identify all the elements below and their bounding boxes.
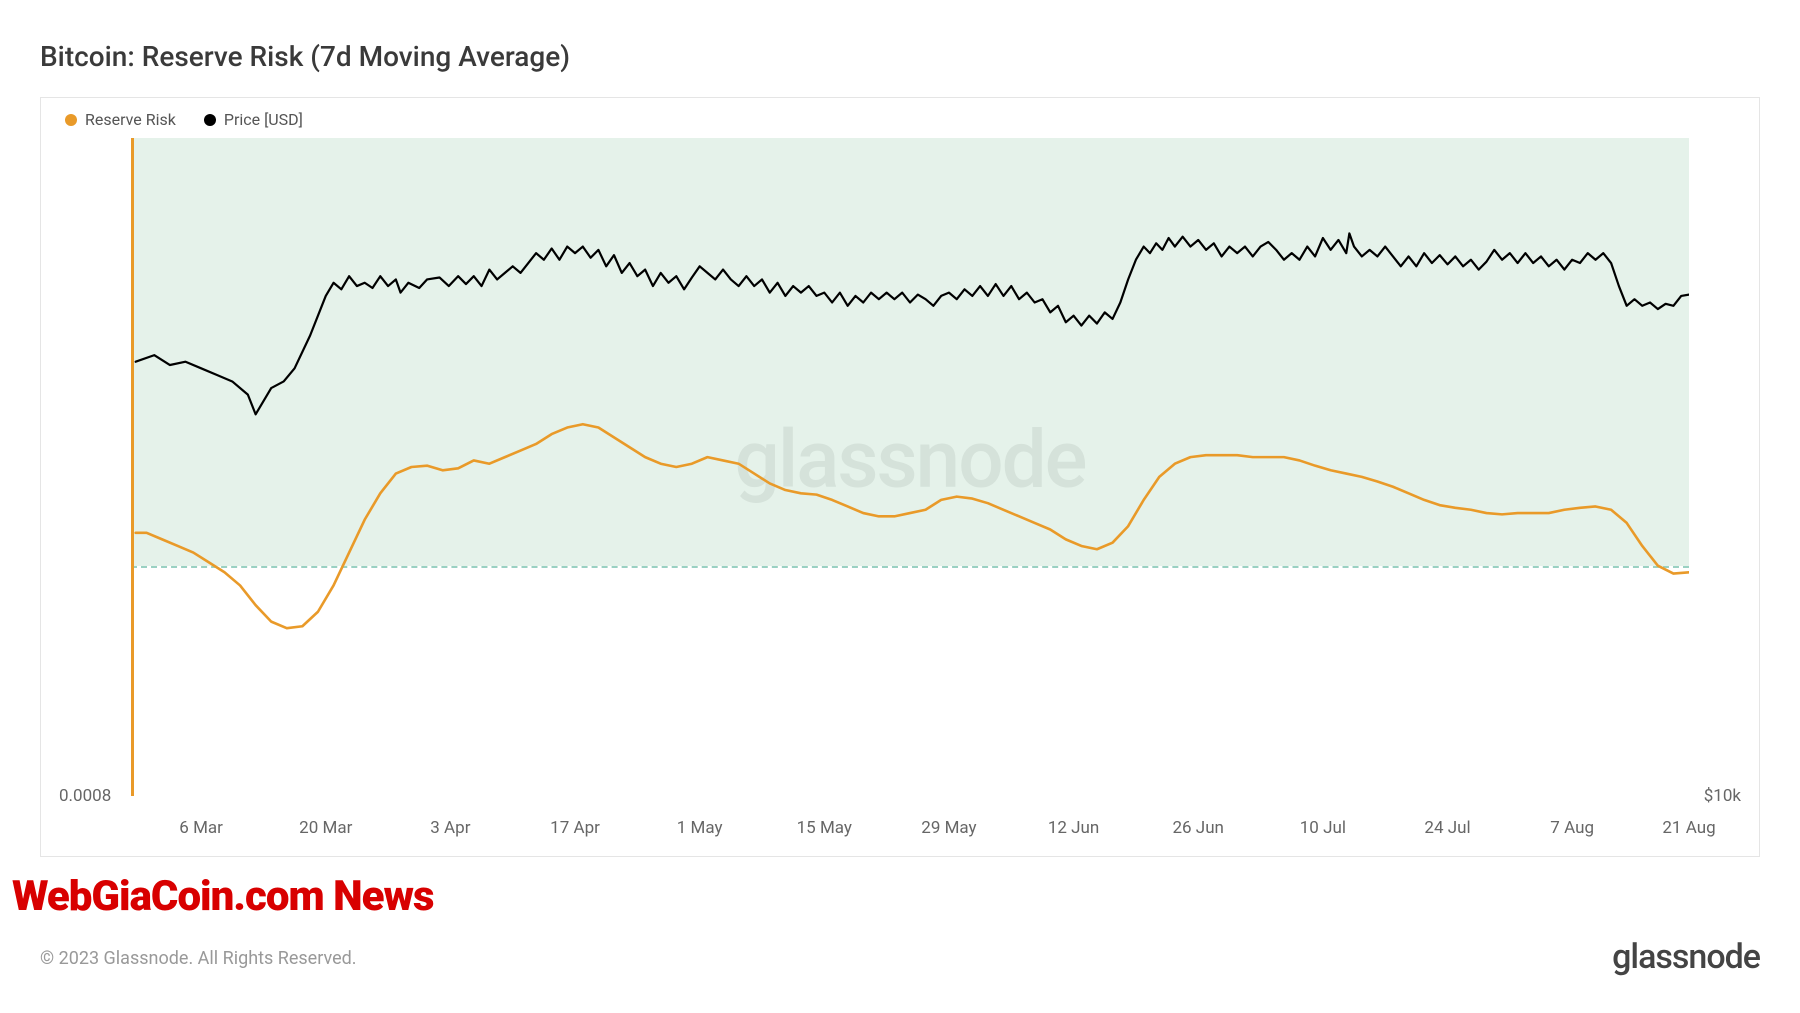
brand-logo: glassnode (1612, 937, 1760, 977)
legend: Reserve Risk Price [USD] (65, 110, 303, 129)
chart-title: Bitcoin: Reserve Risk (7d Moving Average… (40, 40, 1760, 73)
legend-item-reserve-risk[interactable]: Reserve Risk (65, 110, 176, 129)
x-axis-labels: 6 Mar 20 Mar 3 Apr 17 Apr 1 May 15 May 29 May 1… (131, 818, 1689, 842)
x-tick-label: 10 Jul (1300, 818, 1346, 838)
overlay-news-text: WebGiaCoin.com News (12, 872, 434, 921)
x-tick-label: 1 May (677, 818, 723, 838)
series-reserve_risk (136, 424, 1689, 628)
chart-svg (131, 138, 1689, 796)
x-tick-label: 12 Jun (1048, 818, 1099, 838)
x-tick-label: 17 Apr (550, 818, 600, 838)
x-tick-label: 3 Apr (430, 818, 470, 838)
legend-swatch-icon (65, 114, 77, 126)
y-axis-right-label: $10k (1704, 786, 1741, 806)
x-tick-label: 7 Aug (1550, 818, 1594, 838)
y-axis-left-label: 0.0008 (59, 786, 111, 806)
x-tick-label: 21 Aug (1662, 818, 1715, 838)
legend-label: Price [USD] (224, 110, 303, 129)
legend-swatch-icon (204, 114, 216, 126)
x-tick-label: 6 Mar (179, 818, 223, 838)
legend-item-price[interactable]: Price [USD] (204, 110, 303, 129)
legend-label: Reserve Risk (85, 110, 176, 129)
series-price (136, 233, 1689, 414)
x-tick-label: 20 Mar (299, 818, 352, 838)
x-tick-label: 26 Jun (1172, 818, 1223, 838)
copyright-text: © 2023 Glassnode. All Rights Reserved. (40, 948, 357, 969)
chart-container: Reserve Risk Price [USD] glassnode 0.000… (40, 97, 1760, 857)
plot-area: glassnode (131, 138, 1689, 796)
x-tick-label: 24 Jul (1424, 818, 1470, 838)
x-tick-label: 29 May (921, 818, 976, 838)
x-tick-label: 15 May (797, 818, 852, 838)
